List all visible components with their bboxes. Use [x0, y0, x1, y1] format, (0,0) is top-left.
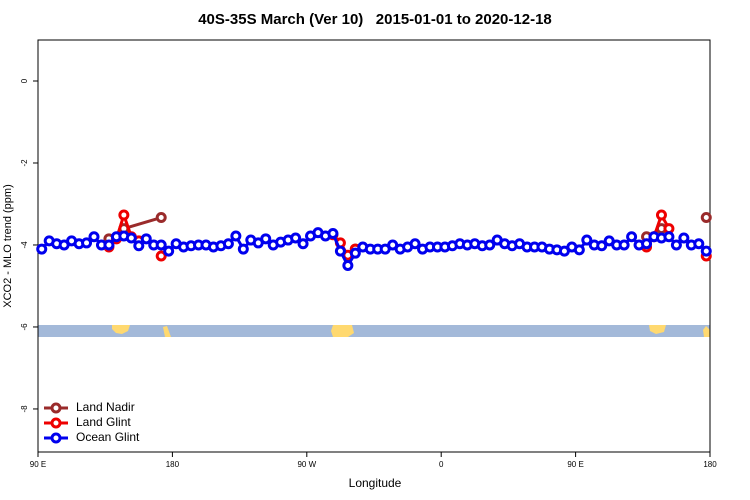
series-point [297, 238, 309, 250]
series-point [342, 259, 354, 271]
y-tick-label: -6 [20, 323, 29, 331]
series-point [163, 245, 175, 257]
series-point [484, 239, 496, 251]
series-point [655, 209, 667, 221]
x-tick-label: 90 W [297, 460, 316, 469]
series-point [327, 227, 339, 239]
series-point [334, 245, 346, 257]
series-point [103, 239, 115, 251]
series-point [237, 243, 249, 255]
legend-marker [50, 402, 62, 414]
series-point [573, 244, 585, 256]
series-point [678, 232, 690, 244]
series-point [155, 250, 167, 262]
legend-label: Ocean Glint [76, 430, 140, 444]
series-point [140, 233, 152, 245]
series-point [88, 231, 100, 243]
series-point [155, 239, 167, 251]
land-patch [331, 325, 354, 337]
legend-marker [50, 417, 62, 429]
series-point [700, 212, 712, 224]
series-point [670, 239, 682, 251]
series-point [155, 212, 167, 224]
series-point [693, 238, 705, 250]
ocean-band [38, 325, 710, 337]
y-tick-label: 0 [20, 78, 29, 83]
series-point [663, 231, 675, 243]
series-point [222, 238, 234, 250]
series-point [581, 234, 593, 246]
land-strip [38, 325, 710, 337]
y-tick-label: -4 [20, 241, 29, 249]
series-point [260, 233, 272, 245]
x-tick-label: 180 [703, 460, 717, 469]
series-point [36, 243, 48, 255]
legend-marker [50, 432, 62, 444]
y-axis-label: XCO2 - MLO trend (ppm) [2, 184, 14, 307]
series-point [133, 240, 145, 252]
series-point [409, 238, 421, 250]
series-point [618, 239, 630, 251]
x-tick-label: 0 [439, 460, 444, 469]
x-tick-label: 90 E [567, 460, 583, 469]
series-point [81, 237, 93, 249]
series-point [349, 247, 361, 259]
land-patch [163, 326, 171, 337]
series-point [290, 232, 302, 244]
land-patch [112, 325, 130, 334]
series-point [700, 245, 712, 257]
legend-label: Land Nadir [76, 400, 135, 414]
series-point [596, 240, 608, 252]
x-axis-label: Longitude [349, 476, 402, 490]
series [36, 227, 712, 271]
series-point [125, 232, 137, 244]
land-patch [649, 325, 666, 334]
y-tick-label: -2 [20, 159, 29, 167]
chart-title: 40S-35S March (Ver 10) 2015-01-01 to 202… [198, 11, 552, 28]
land-patch [703, 326, 710, 337]
y-tick-label: -8 [20, 405, 29, 413]
x-tick-label: 180 [166, 460, 180, 469]
x-tick-label: 90 E [30, 460, 46, 469]
series-point [641, 238, 653, 250]
series-point [118, 209, 130, 221]
series-point [230, 230, 242, 242]
legend-label: Land Glint [76, 415, 131, 429]
series-point [626, 231, 638, 243]
